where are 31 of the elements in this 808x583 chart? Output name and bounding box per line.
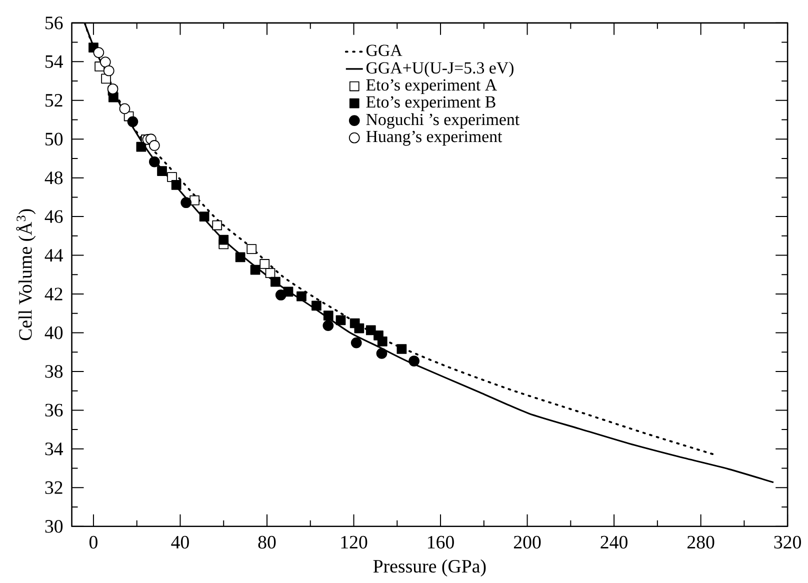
- y-tick-label: 50: [46, 132, 63, 146]
- y-tick-label: 42: [44, 288, 62, 300]
- x-tick-label: 160: [428, 536, 454, 549]
- y-tick-label: 54: [46, 55, 64, 68]
- x-tick-label: 120: [341, 536, 368, 549]
- legend-label: Eto’s experiment A: [366, 79, 497, 94]
- y-tick-label: 34: [45, 442, 64, 456]
- x-tick-label: 240: [600, 536, 628, 549]
- y-tick-label: 44: [44, 249, 64, 262]
- legend-label: Huang’s experiment: [366, 130, 502, 146]
- legend-label: Eto’s experiment B: [366, 96, 496, 112]
- y-tick-label: 56: [46, 16, 63, 30]
- x-tick-label: 0: [89, 536, 98, 549]
- y-axis-title: Cell Volume (Å$^{3}$): [16, 209, 36, 340]
- y-tick-label: 36: [45, 404, 63, 417]
- y-tick-label: 30: [45, 520, 63, 533]
- legend-label: GGA: [366, 44, 402, 56]
- y-tick-label: 46: [44, 210, 63, 224]
- x-tick-label: 320: [774, 536, 801, 549]
- legend-label: Noguchi ’s experiment: [366, 113, 520, 129]
- y-tick-label: 40: [44, 326, 63, 340]
- legend-label: GGA+U(U-J=5.3 eV): [366, 62, 514, 78]
- x-tick-label: 200: [514, 536, 541, 549]
- x-tick-label: 280: [687, 536, 714, 549]
- x-axis-title: Pressure (GPa): [373, 559, 486, 577]
- x-tick-label: 40: [171, 536, 189, 549]
- y-tick-label: 32: [45, 481, 62, 494]
- y-tick-label: 48: [44, 172, 63, 184]
- y-tick-label: 52: [46, 94, 62, 107]
- x-tick-label: 80: [258, 536, 276, 549]
- y-tick-label: 38: [45, 365, 63, 378]
